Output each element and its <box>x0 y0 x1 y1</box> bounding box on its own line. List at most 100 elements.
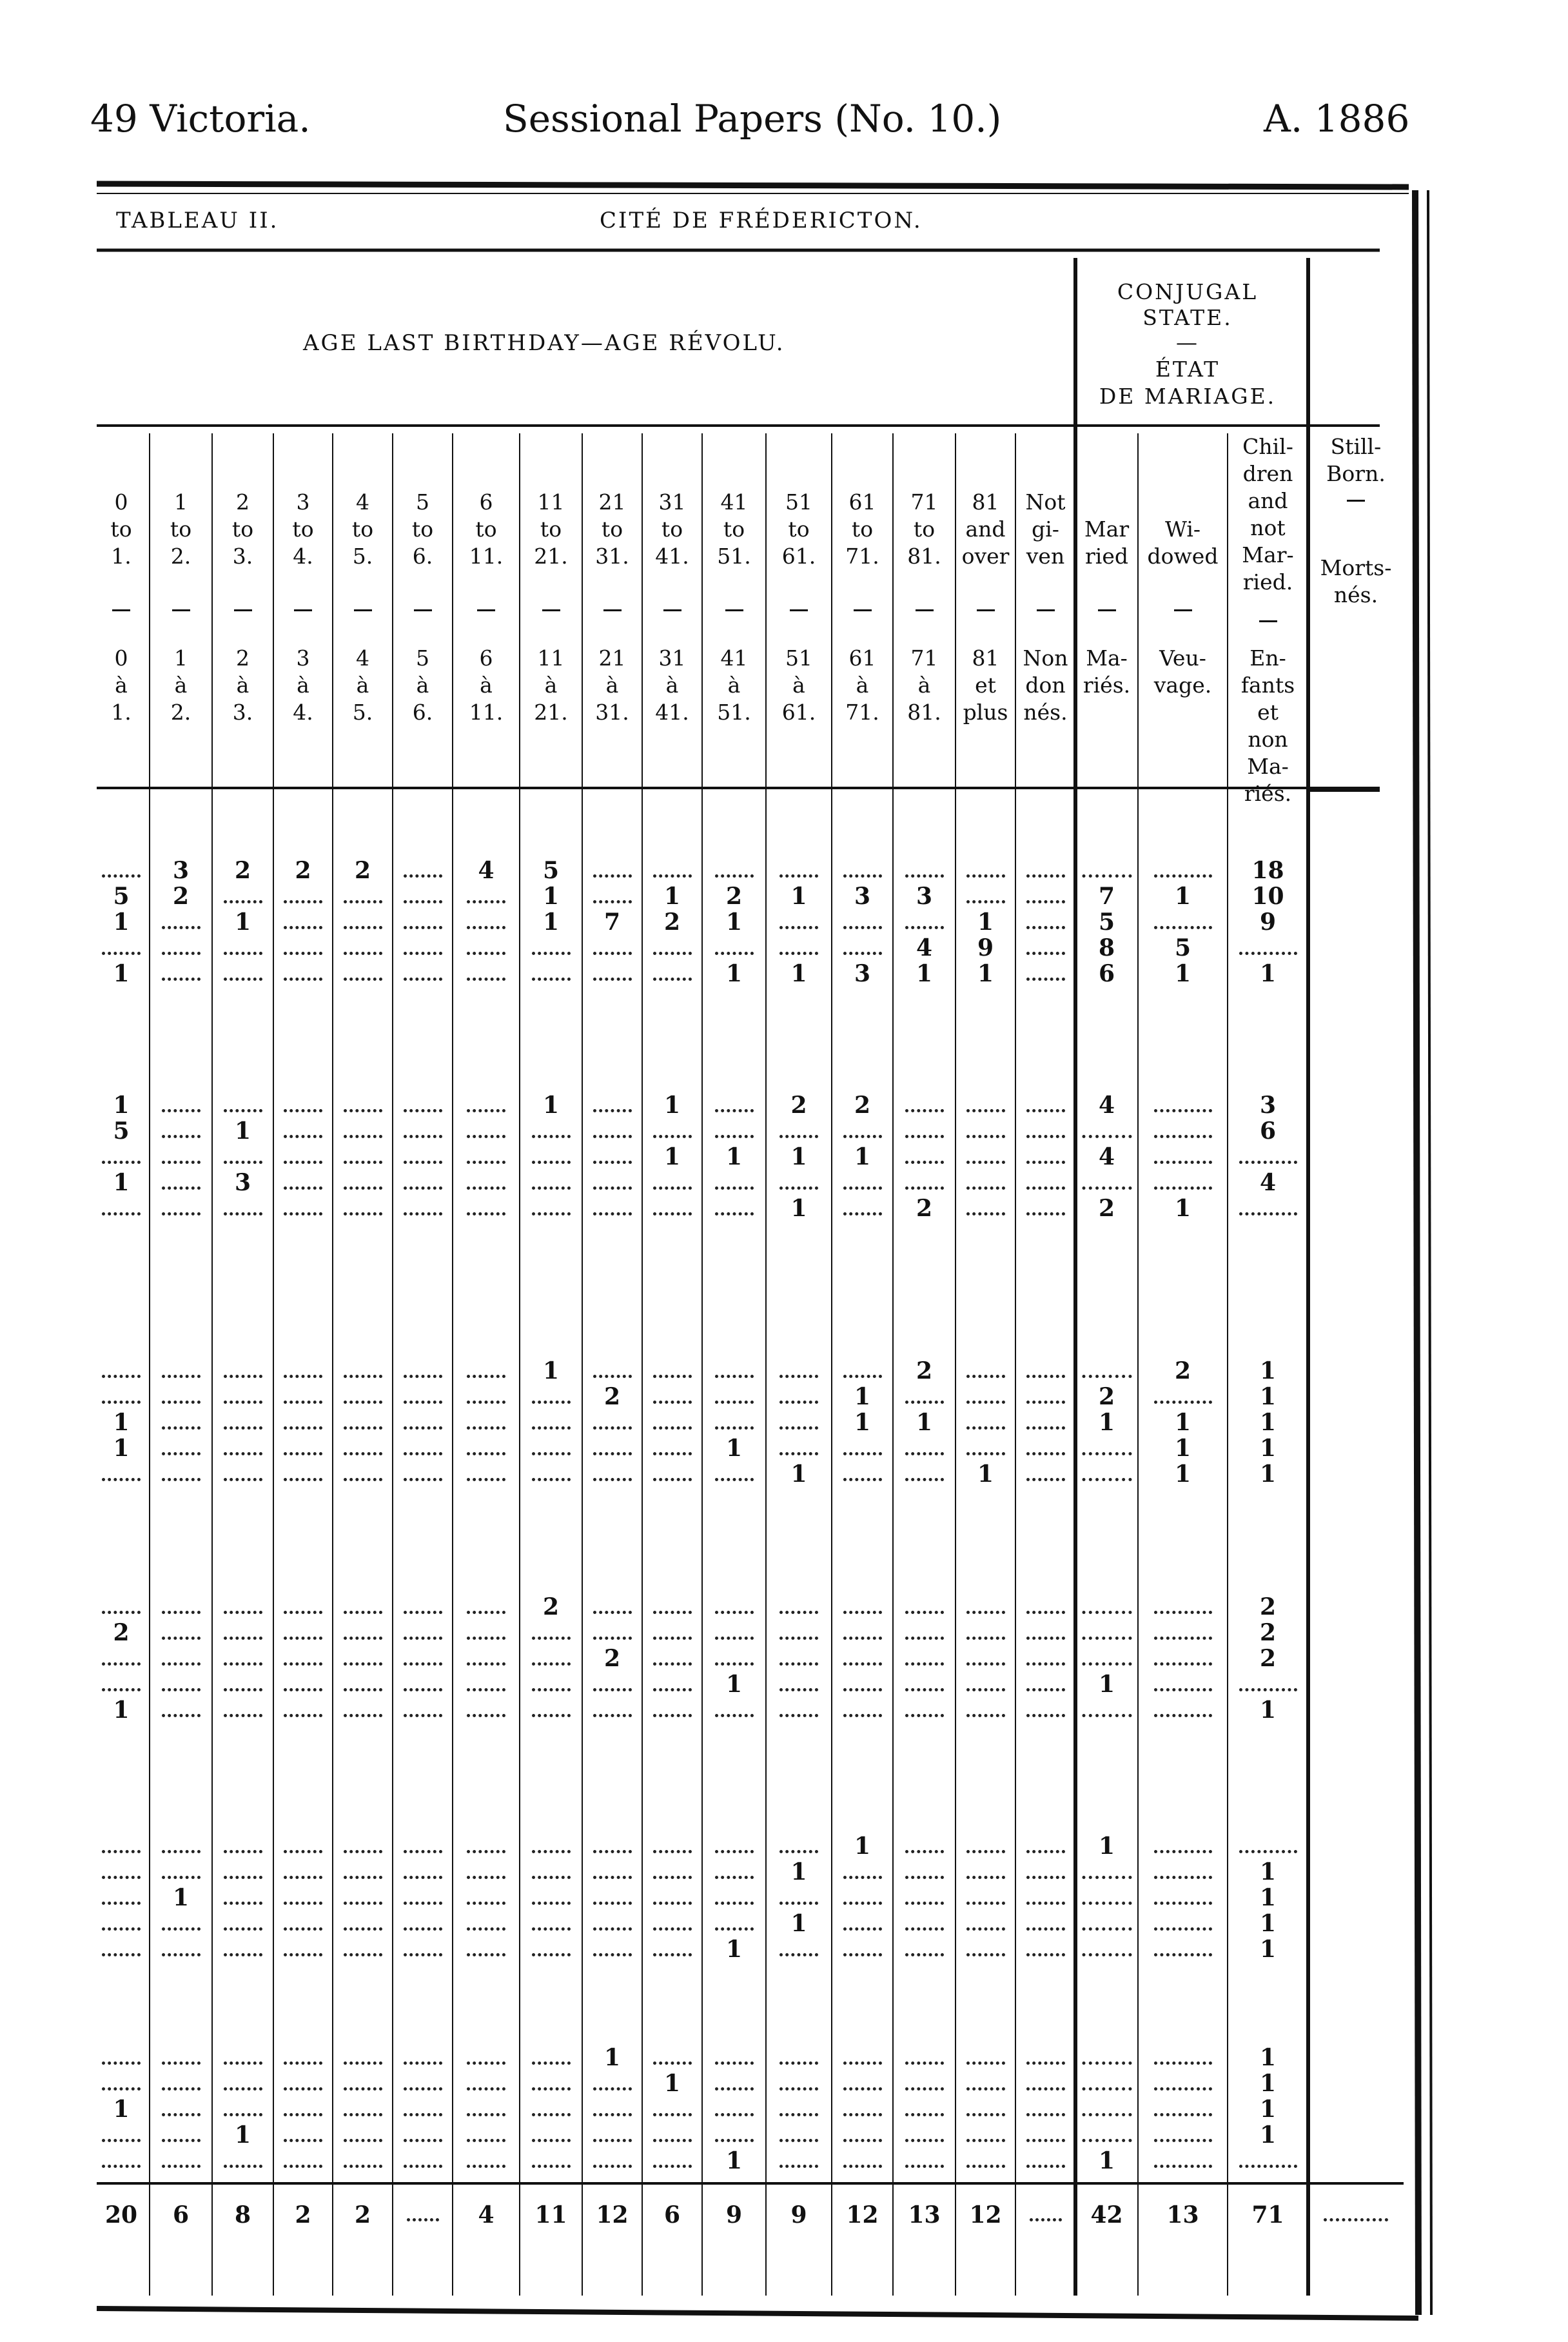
column-header-en: 5 <box>416 489 429 515</box>
table-cell: 1 <box>113 1697 130 1724</box>
table-cell: 3 <box>916 883 933 910</box>
column-header-en: Mar- <box>1242 542 1294 567</box>
column-header-en: 1 <box>174 489 188 515</box>
column-header-fr: 2 <box>236 645 250 671</box>
table-cell: 1 <box>1259 2070 1277 2097</box>
table-cell: 1 <box>1259 1383 1277 1410</box>
table-cell: 1 <box>1098 1833 1115 1860</box>
table-cell: 2 <box>854 1092 871 1119</box>
dot-leader <box>343 978 382 981</box>
dot-leader <box>343 1135 382 1138</box>
dot-leader <box>714 1426 754 1430</box>
dot-leader <box>531 1452 571 1455</box>
total-cell: 20 <box>104 2201 138 2229</box>
table-cell: 1 <box>663 2070 681 2097</box>
table-cell: 1 <box>234 2121 251 2149</box>
dot-leader <box>1026 1426 1065 1430</box>
column-header-fr: 31 <box>658 645 686 671</box>
dot-leader <box>843 1637 882 1640</box>
dot-leader <box>284 926 322 929</box>
dot-leader <box>1026 1161 1065 1164</box>
header-dash <box>542 609 560 611</box>
dot-leader <box>1153 1688 1212 1691</box>
dot-leader <box>102 2062 141 2065</box>
dot-leader <box>843 1375 882 1378</box>
dot-leader <box>905 1637 944 1640</box>
dot-leader <box>652 1135 692 1138</box>
dot-leader <box>403 1850 442 1853</box>
dot-leader <box>905 1161 944 1164</box>
dot-leader <box>714 1212 754 1215</box>
dot-leader <box>652 1478 692 1481</box>
dot-leader <box>779 2113 818 2116</box>
dot-leader <box>403 1109 442 1112</box>
dot-leader <box>467 1850 505 1853</box>
column-header-en: 61. <box>781 544 816 569</box>
column-header-fr: 6. <box>412 700 433 725</box>
table-cell: 1 <box>790 1910 807 1937</box>
dot-leader <box>652 1375 692 1378</box>
dot-leader <box>531 1688 571 1691</box>
dot-leader <box>531 1637 571 1640</box>
dot-leader <box>161 1927 201 1931</box>
table-cell: 1 <box>790 1195 807 1222</box>
dot-leader <box>1026 1212 1065 1215</box>
dot-leader <box>652 1850 692 1853</box>
dot-leader <box>593 1637 632 1640</box>
dot-leader <box>1026 1714 1065 1717</box>
column-header-en: to <box>231 517 254 542</box>
dot-leader <box>779 1611 818 1614</box>
dot-leader <box>284 1401 322 1404</box>
dot-leader <box>531 1714 571 1717</box>
dot-leader <box>1239 1688 1297 1691</box>
dot-leader <box>593 1186 632 1190</box>
dot-leader <box>161 1212 201 1215</box>
dot-leader <box>343 1688 382 1691</box>
dot-leader <box>1153 1662 1212 1666</box>
dot-leader <box>905 1688 944 1691</box>
total-cell: 42 <box>1090 2201 1123 2229</box>
dot-leader <box>1026 2113 1065 2116</box>
dot-leader <box>652 1902 692 1905</box>
dot-leader <box>1153 926 1212 929</box>
dot-leader <box>284 1161 322 1164</box>
dot-leader <box>779 1426 818 1430</box>
dot-leader <box>843 1927 882 1931</box>
dot-leader <box>714 2113 754 2116</box>
dot-leader <box>406 2218 439 2221</box>
dot-leader <box>843 926 882 929</box>
dot-leader <box>1026 1953 1065 1956</box>
column-header-en: 2 <box>236 489 250 515</box>
dot-leader <box>343 1478 382 1481</box>
dot-leader <box>102 1876 141 1879</box>
dot-leader <box>966 1688 1005 1691</box>
dot-leader <box>403 2087 442 2091</box>
dot-leader <box>531 1135 571 1138</box>
dot-leader <box>905 1876 944 1879</box>
dot-leader <box>161 1953 201 1956</box>
table-cell: 1 <box>725 1435 743 1462</box>
column-header-en: and <box>965 517 1006 542</box>
dot-leader <box>1153 1186 1212 1190</box>
dot-leader <box>905 1186 944 1190</box>
header-dash <box>477 609 495 611</box>
dot-leader <box>531 1401 571 1404</box>
dot-leader <box>779 1850 818 1853</box>
dot-leader <box>593 1927 632 1931</box>
dot-leader <box>403 1902 442 1905</box>
dot-leader <box>905 2087 944 2091</box>
total-cell: 71 <box>1251 2201 1284 2229</box>
dot-leader <box>1153 2087 1212 2091</box>
dot-leader <box>1082 1375 1132 1378</box>
dot-leader <box>467 2087 505 2091</box>
table-cell: 1 <box>790 960 807 987</box>
dot-leader <box>966 1850 1005 1853</box>
dot-leader <box>284 978 322 981</box>
dot-leader <box>403 1927 442 1931</box>
dot-leader <box>593 1611 632 1614</box>
dot-leader <box>223 1212 262 1215</box>
column-header-fr: et <box>1257 700 1279 725</box>
header-dash <box>172 609 190 611</box>
table-cell: 1 <box>1259 2096 1277 2123</box>
table-cell: 1 <box>1098 1671 1115 1698</box>
